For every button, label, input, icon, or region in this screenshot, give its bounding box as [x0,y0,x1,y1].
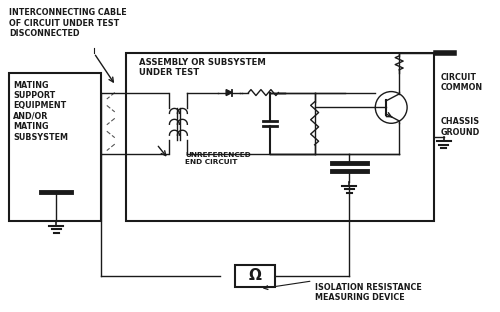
Bar [126,53,434,222]
Bar [10,73,101,222]
Text: MATING
SUPPORT
EQUIPMENT
AND/OR
MATING
SUBSYSTEM: MATING SUPPORT EQUIPMENT AND/OR MATING S… [14,81,68,142]
Text: INTERCONNECTING CABLE
OF CIRCUIT UNDER TEST
DISCONNECTED: INTERCONNECTING CABLE OF CIRCUIT UNDER T… [10,8,127,38]
Text: CIRCUIT
COMMON: CIRCUIT COMMON [441,73,483,92]
Bar [235,265,275,287]
Text: ASSEMBLY OR SUBSYSTEM
UNDER TEST: ASSEMBLY OR SUBSYSTEM UNDER TEST [138,58,266,77]
Text: ISOLATION RESISTANCE
MEASURING DEVICE: ISOLATION RESISTANCE MEASURING DEVICE [314,283,422,302]
Text: UNREFERENCED
END CIRCUIT: UNREFERENCED END CIRCUIT [186,152,251,165]
Text: CHASSIS
GROUND: CHASSIS GROUND [441,117,480,137]
Text: Ω: Ω [248,268,262,283]
Polygon shape [226,90,232,95]
